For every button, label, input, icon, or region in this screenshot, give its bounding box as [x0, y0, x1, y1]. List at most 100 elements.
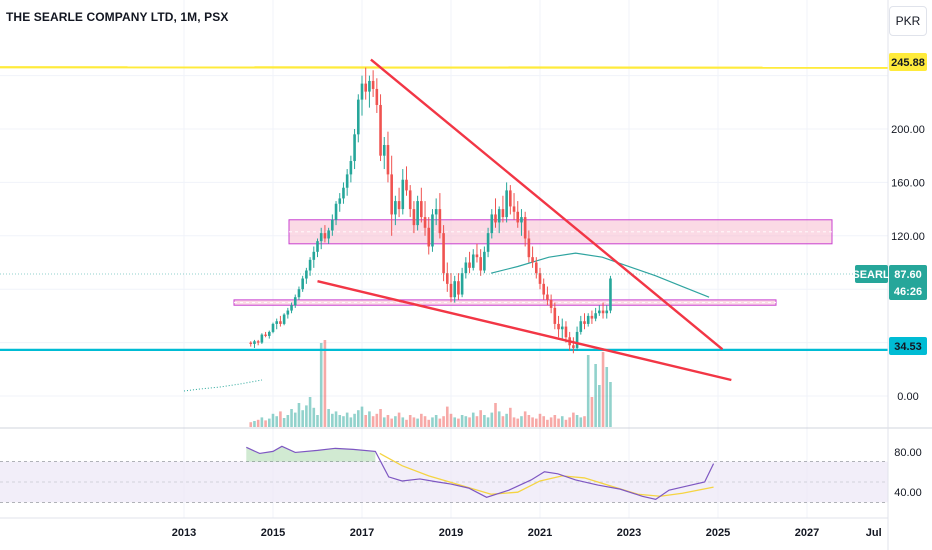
volume-bar — [457, 418, 460, 427]
candle-body — [316, 241, 319, 252]
candle-body — [598, 310, 601, 314]
candle-body — [360, 83, 364, 100]
volume-bar — [520, 416, 523, 427]
volume-bar — [371, 416, 375, 427]
time-tick-label: 2013 — [172, 527, 196, 539]
candle-body — [368, 80, 371, 92]
volume-bar — [416, 418, 419, 427]
candle-body — [497, 209, 501, 223]
candle-body — [527, 238, 531, 258]
upper-level-badge: 245.88 — [889, 53, 927, 71]
candle-body — [490, 214, 494, 234]
candle-body — [509, 190, 512, 207]
resistance-line — [0, 66, 889, 69]
chart-title: THE SEARLE COMPANY LTD, 1M, PSX — [6, 10, 229, 24]
candle-body — [312, 251, 316, 260]
volume-bar — [271, 413, 275, 427]
volume-bar — [323, 340, 327, 427]
volume-bar — [497, 411, 501, 427]
candle-body — [282, 314, 286, 324]
candle-body — [505, 190, 508, 218]
volume-bar — [353, 413, 356, 427]
currency-button[interactable]: PKR — [889, 6, 927, 36]
candle-body — [445, 273, 449, 284]
trendlines[interactable] — [317, 58, 732, 382]
volume-bar — [345, 412, 349, 427]
volume-bar — [305, 405, 308, 427]
candle-body — [549, 299, 553, 308]
svg-text:34.53: 34.53 — [894, 341, 922, 353]
volume-bar — [405, 419, 408, 427]
candle-body — [271, 323, 275, 332]
candle-body — [464, 262, 468, 274]
time-tick-label: 2023 — [617, 527, 641, 539]
candle-body — [327, 230, 330, 239]
time-axis[interactable]: 2013 2015 2017 2019 2021 2023 2025 2027 Jul — [172, 527, 882, 539]
volume-bar — [360, 406, 364, 427]
candle-body — [460, 273, 464, 295]
volume-bar — [471, 412, 475, 427]
volume-bar — [438, 418, 442, 427]
candle-body — [390, 174, 393, 215]
volume-ma — [183, 379, 263, 392]
volume-bar — [468, 417, 471, 427]
volume-bar — [319, 343, 323, 427]
volume-bar — [509, 407, 512, 427]
volume-bars — [183, 340, 612, 427]
candle-body — [590, 315, 594, 319]
volume-bar — [501, 416, 505, 427]
candle-body — [494, 214, 497, 223]
candle-body — [523, 217, 527, 239]
candle-body — [249, 342, 253, 344]
candle-body — [375, 88, 379, 105]
svg-text:SEARL: SEARL — [852, 269, 890, 281]
candle-body — [572, 345, 575, 348]
candle-body — [286, 310, 290, 315]
volume-bar — [534, 418, 538, 427]
bar-countdown: 46:26 — [894, 286, 922, 298]
volume-bar — [356, 410, 360, 427]
volume-bar — [331, 413, 334, 427]
price-tick-label: 120.00 — [891, 231, 925, 243]
candle-body — [531, 257, 534, 263]
time-tick-label: 2015 — [261, 527, 285, 539]
rsi-overbought-fill — [246, 446, 376, 462]
candle-body — [305, 270, 308, 279]
candle-body — [586, 315, 590, 324]
horizontal-levels[interactable] — [0, 66, 889, 352]
candle-body — [323, 233, 327, 239]
volume-bar — [301, 410, 304, 427]
candle-body — [382, 145, 386, 156]
candle-body — [412, 209, 416, 226]
candle-body — [423, 217, 427, 228]
volume-bar — [420, 413, 423, 427]
rsi-ma-line — [379, 452, 714, 497]
candle-body — [560, 326, 564, 330]
candle-body — [468, 262, 471, 268]
volume-bar — [505, 413, 508, 427]
volume-bar — [605, 367, 609, 427]
svg-text:245.88: 245.88 — [891, 57, 925, 69]
candle-body — [256, 341, 260, 343]
candle-body — [457, 281, 460, 295]
volume-bar — [316, 415, 319, 427]
candle-body — [253, 341, 256, 344]
candle-body — [338, 198, 342, 204]
candle-body — [564, 326, 568, 338]
volume-bar — [312, 407, 316, 427]
volume-bar — [308, 397, 312, 427]
rsi-tick-label: 80.00 — [894, 447, 922, 459]
candle-body — [345, 174, 349, 188]
volume-bar — [275, 416, 279, 427]
candle-body — [601, 310, 605, 314]
volume-bar — [434, 415, 438, 427]
volume-bar — [290, 409, 293, 427]
moving-average — [490, 252, 710, 298]
volume-bar — [390, 418, 393, 427]
volume-bar — [601, 352, 605, 427]
volume-bar — [394, 416, 397, 427]
volume-bar — [486, 417, 490, 427]
candle-body — [442, 233, 445, 274]
